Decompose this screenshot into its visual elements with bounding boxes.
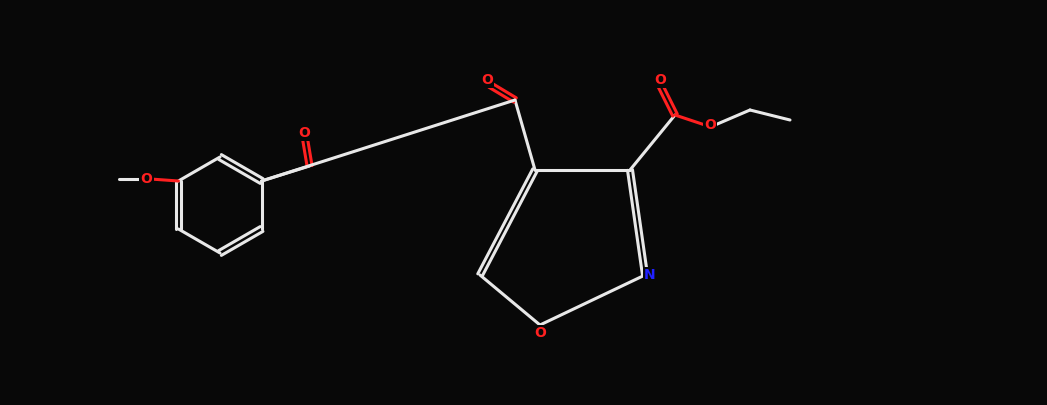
Text: O: O bbox=[140, 172, 153, 186]
Text: O: O bbox=[534, 326, 545, 340]
Text: O: O bbox=[298, 126, 311, 140]
Text: O: O bbox=[654, 73, 666, 87]
Text: N: N bbox=[644, 268, 655, 282]
Text: O: O bbox=[704, 118, 716, 132]
Text: O: O bbox=[481, 73, 493, 87]
